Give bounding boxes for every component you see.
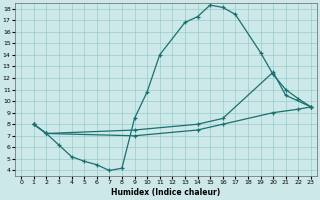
X-axis label: Humidex (Indice chaleur): Humidex (Indice chaleur)	[111, 188, 221, 197]
